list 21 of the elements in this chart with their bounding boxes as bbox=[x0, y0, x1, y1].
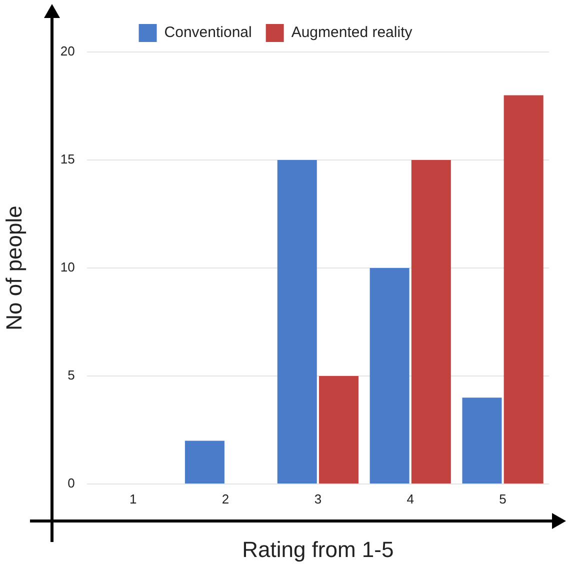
x-tick-label: 4 bbox=[406, 491, 414, 506]
y-tick-label: 15 bbox=[60, 152, 75, 167]
bar bbox=[504, 95, 544, 484]
bar bbox=[462, 398, 502, 484]
x-tick-label: 1 bbox=[129, 491, 137, 506]
bar bbox=[411, 160, 451, 484]
x-axis-title: Rating from 1-5 bbox=[242, 536, 394, 562]
x-tick-label: 5 bbox=[499, 491, 506, 506]
y-axis-title: No of people bbox=[1, 206, 26, 330]
y-tick-label: 5 bbox=[68, 368, 75, 383]
legend-label: Conventional bbox=[164, 24, 252, 42]
y-tick-label: 20 bbox=[60, 44, 75, 59]
bar bbox=[277, 160, 317, 484]
bar bbox=[318, 376, 358, 484]
x-tick-label: 3 bbox=[314, 491, 322, 506]
x-tick-label: 2 bbox=[222, 491, 230, 506]
legend-label: Augmented reality bbox=[291, 24, 413, 42]
y-tick-label: 0 bbox=[68, 476, 75, 491]
bar bbox=[184, 440, 224, 484]
y-tick-label: 10 bbox=[60, 260, 75, 275]
bar bbox=[370, 268, 410, 484]
